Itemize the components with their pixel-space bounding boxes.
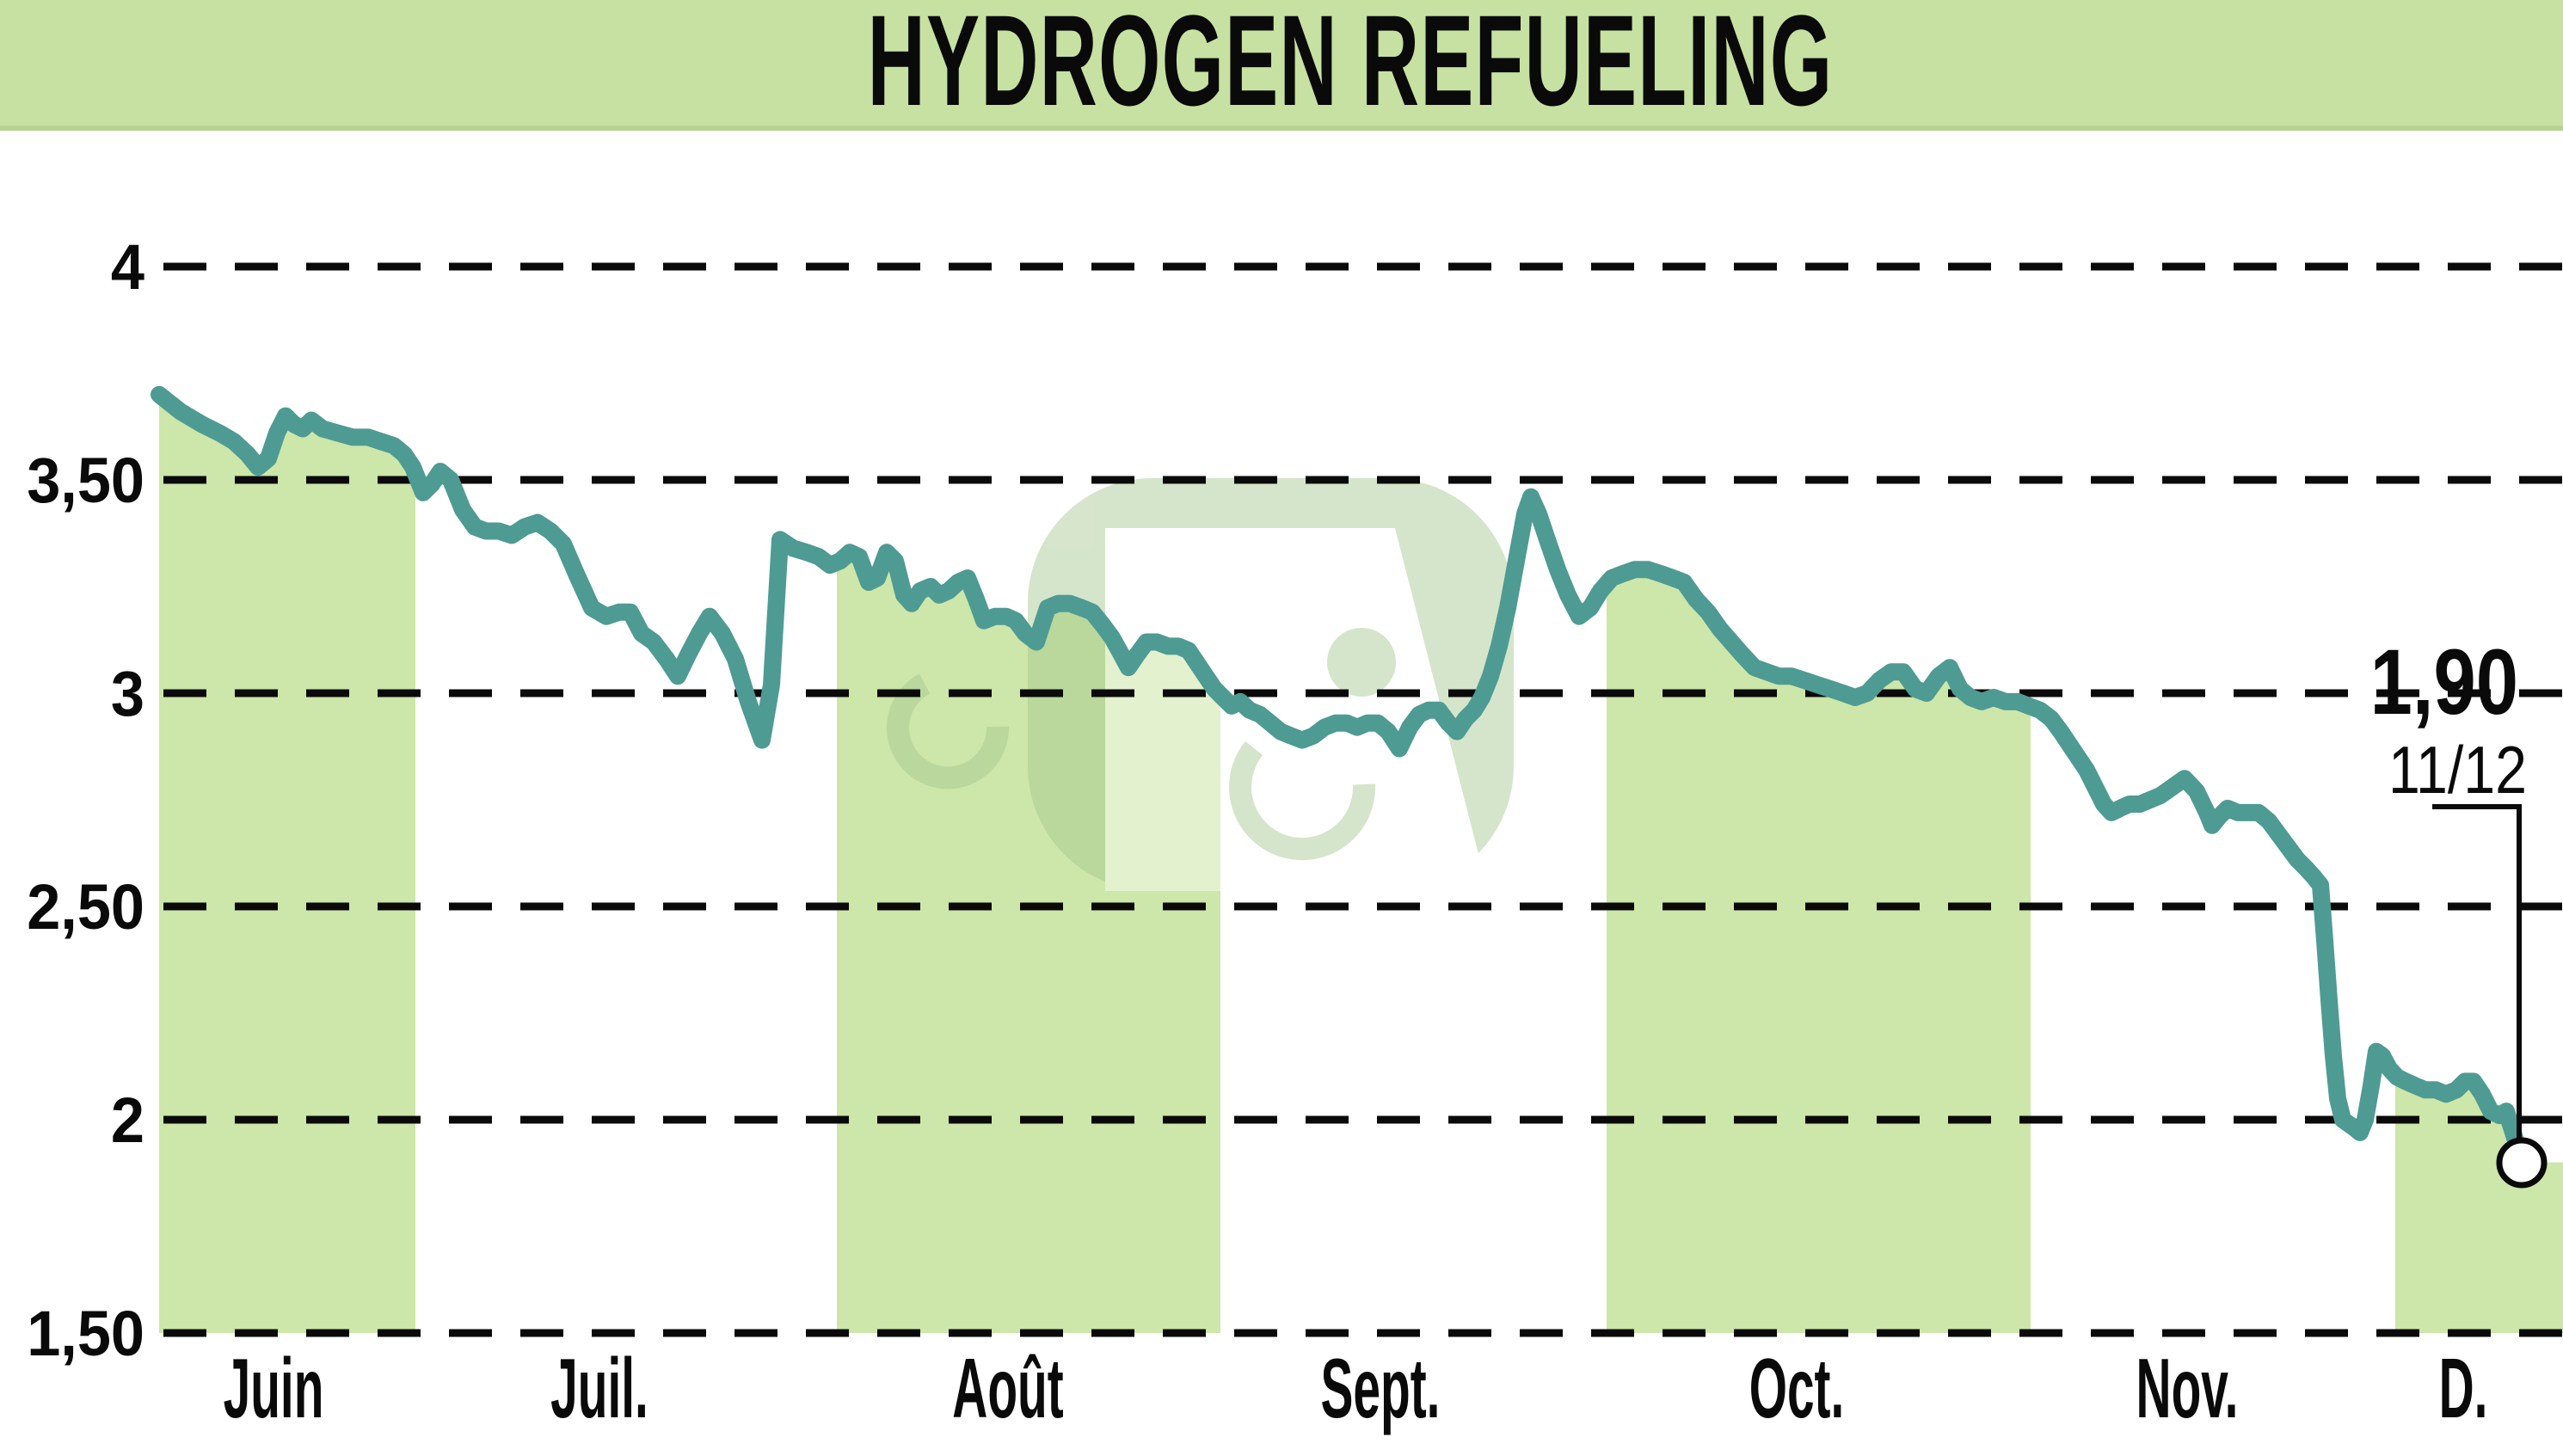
month-band — [159, 394, 415, 1333]
y-axis-labels: 4 3,50 3 2,50 2 1,50 — [27, 232, 144, 1369]
x-axis-labels: Juin Juil. Août Sept. Oct. Nov. D. — [224, 1341, 2488, 1435]
watermark-dot-icon — [1327, 628, 1396, 697]
month-band — [837, 552, 1220, 1333]
y-axis-tick-label: 4 — [111, 232, 144, 303]
price-connector-line — [2432, 804, 2522, 1139]
title-bar — [0, 0, 2563, 129]
x-axis-month-label: Juin — [224, 1341, 324, 1435]
month-band — [2395, 1075, 2563, 1333]
last-price-marker — [2496, 1137, 2548, 1189]
x-axis-month-label: D. — [2439, 1341, 2488, 1435]
y-axis-tick-label: 2,50 — [27, 872, 144, 943]
x-axis-month-label: Oct. — [1749, 1341, 1845, 1435]
last-price-callout: 1,90 11/12 — [2370, 630, 2548, 1189]
y-axis-tick-label: 2 — [111, 1085, 144, 1156]
page-title: HYDROGEN REFUELING — [868, 0, 1834, 132]
gridlines — [163, 262, 2563, 1337]
x-axis-month-label: Sept. — [1321, 1341, 1441, 1435]
last-price-label: 1,90 — [2370, 630, 2518, 734]
price-line — [151, 385, 2531, 1171]
x-axis-month-label: Nov. — [2136, 1341, 2239, 1435]
y-axis-tick-label: 1,50 — [27, 1299, 144, 1369]
last-price-date: 11/12 — [2388, 733, 2527, 808]
x-axis-month-label: Août — [952, 1341, 1063, 1435]
month-bands — [159, 394, 2563, 1333]
x-axis-month-label: Juil. — [550, 1341, 648, 1435]
month-band — [1607, 569, 2031, 1333]
y-axis-tick-label: 3 — [111, 659, 144, 729]
y-axis-tick-label: 3,50 — [27, 445, 144, 516]
title-bar-border — [0, 126, 2563, 131]
